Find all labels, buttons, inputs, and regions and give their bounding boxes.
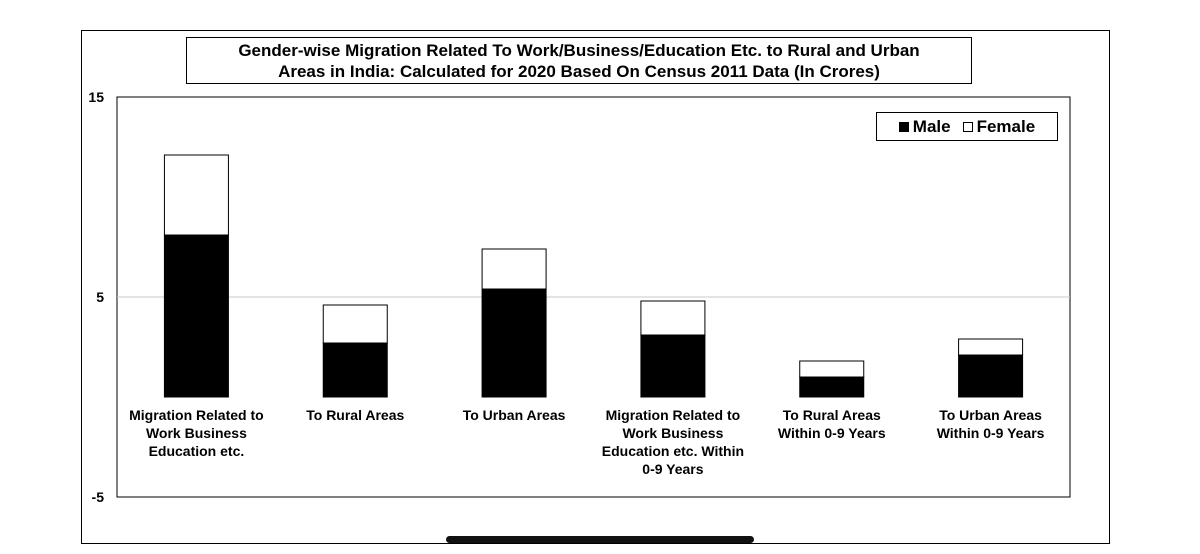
category-label-0-line-0: Migration Related to: [129, 407, 264, 423]
category-label-4-line-0: To Rural Areas: [783, 407, 881, 423]
legend-item-male: Male: [898, 116, 951, 137]
legend-label-male: Male: [912, 116, 951, 136]
bar-female-4: [799, 360, 865, 378]
bar-male-2: [481, 288, 547, 398]
category-label-3-line-3: 0-9 Years: [642, 461, 703, 477]
y-tick-label-1: 5: [96, 289, 104, 305]
category-label-3-line-1: Work Business: [622, 425, 723, 441]
chart-frame: [81, 30, 1110, 544]
home-indicator-bar[interactable]: [446, 536, 754, 543]
category-label-1-line-0: To Rural Areas: [306, 407, 404, 423]
bar-female-5: [958, 338, 1024, 356]
legend-swatch-female: [962, 121, 973, 132]
bar-male-5: [958, 354, 1024, 398]
category-label-3-line-0: Migration Related to: [606, 407, 741, 423]
bar-male-0: [163, 234, 229, 398]
category-label-3-line-2: Education etc. Within: [602, 443, 744, 459]
y-tick-label-2: 15: [88, 89, 104, 105]
chart-title: Gender-wise Migration Related To Work/Bu…: [238, 40, 919, 82]
category-label-2-line-0: To Urban Areas: [463, 407, 566, 423]
bar-female-0: [163, 154, 229, 236]
category-label-5-line-0: To Urban Areas: [939, 407, 1042, 423]
bar-male-4: [799, 376, 865, 398]
bar-male-3: [640, 334, 706, 398]
chart-title-line-1: Gender-wise Migration Related To Work/Bu…: [238, 40, 920, 60]
legend-swatch-male: [898, 121, 909, 132]
category-label-5-line-1: Within 0-9 Years: [937, 425, 1045, 441]
category-label-4-line-1: Within 0-9 Years: [778, 425, 886, 441]
category-label-0-line-1: Work Business: [146, 425, 247, 441]
legend-label-female: Female: [976, 116, 1036, 136]
bar-female-2: [481, 248, 547, 290]
legend-item-female: Female: [962, 116, 1036, 137]
legend: Male Female: [876, 112, 1058, 141]
bar-male-1: [322, 342, 388, 398]
bar-female-1: [322, 304, 388, 344]
chart-title-box: Gender-wise Migration Related To Work/Bu…: [186, 37, 972, 84]
category-label-0-line-2: Education etc.: [149, 443, 245, 459]
bar-female-3: [640, 300, 706, 336]
chart-title-line-2: Areas in India: Calculated for 2020 Base…: [278, 61, 880, 81]
y-tick-label-0: -5: [92, 489, 105, 505]
